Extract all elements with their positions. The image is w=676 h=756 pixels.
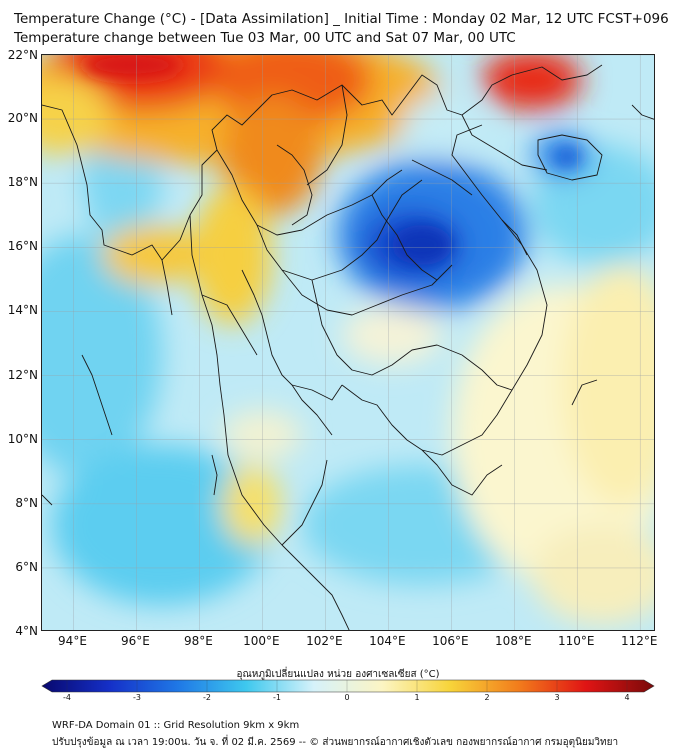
lat-label: 10°N — [7, 431, 38, 446]
footer-model-info: WRF-DA Domain 01 :: Grid Resolution 9km … — [52, 720, 300, 731]
temperature-change-map[interactable] — [41, 54, 655, 631]
lon-label: 108°E — [495, 634, 532, 648]
colorbar — [41, 679, 655, 693]
lat-label: 6°N — [15, 559, 38, 574]
colorbar-tick: -1 — [273, 693, 281, 702]
lat-label: 12°N — [7, 367, 38, 382]
lon-label: 112°E — [621, 634, 658, 648]
lon-label: 102°E — [306, 634, 343, 648]
colorbar-tick: -3 — [133, 693, 141, 702]
lat-label: 16°N — [7, 239, 38, 254]
lon-label: 104°E — [369, 634, 406, 648]
colorbar-tick: 3 — [554, 693, 560, 702]
colorbar-tick: 2 — [484, 693, 490, 702]
lat-label: 14°N — [7, 303, 38, 318]
lat-label: 22°N — [7, 48, 38, 62]
footer-update-info: ปรับปรุงข้อมูล ณ เวลา 19:00น. วัน จ. ที่… — [52, 737, 619, 748]
lon-label: 110°E — [558, 634, 595, 648]
lon-label: 96°E — [121, 634, 150, 648]
map-canvas — [42, 55, 654, 630]
chart-title: Temperature Change (°C) - [Data Assimila… — [14, 11, 669, 27]
lat-label: 20°N — [7, 111, 38, 126]
coastlines-borders — [42, 64, 654, 630]
lat-label: 4°N — [15, 624, 38, 638]
chart-subtitle: Temperature change between Tue 03 Mar, 0… — [14, 30, 516, 46]
graticule — [42, 55, 654, 630]
lon-label: 100°E — [243, 634, 280, 648]
colorbar-title: อุณหภูมิเปลี่ยนแปลง หน่วย องศาเซลเซียส (… — [236, 669, 440, 680]
lon-label: 106°E — [432, 634, 469, 648]
lat-label: 18°N — [7, 175, 38, 190]
colorbar-tick: 0 — [344, 693, 350, 702]
colorbar-tick: 1 — [414, 693, 420, 702]
lon-label: 94°E — [58, 634, 87, 648]
temperature-field — [42, 55, 654, 625]
lon-label: 98°E — [183, 634, 213, 648]
colorbar-tick: 4 — [624, 693, 630, 702]
colorbar-tick: -4 — [63, 693, 71, 702]
lat-label: 8°N — [15, 495, 38, 510]
colorbar-gradient — [41, 679, 655, 693]
colorbar-tick: -2 — [203, 693, 211, 702]
